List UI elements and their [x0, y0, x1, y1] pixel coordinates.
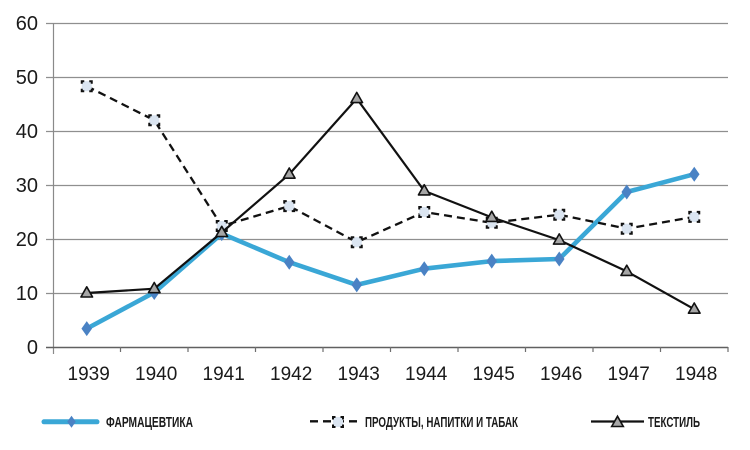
svg-text:20: 20 [16, 229, 38, 251]
svg-text:50: 50 [16, 67, 38, 89]
svg-text:40: 40 [16, 121, 38, 143]
svg-text:0: 0 [27, 337, 38, 359]
svg-text:30: 30 [16, 175, 38, 197]
svg-text:1941: 1941 [203, 364, 245, 385]
svg-text:1943: 1943 [338, 364, 380, 385]
svg-text:1948: 1948 [675, 364, 717, 385]
svg-text:1946: 1946 [540, 364, 582, 385]
svg-text:1945: 1945 [473, 364, 515, 385]
svg-text:1947: 1947 [608, 364, 650, 385]
svg-text:1940: 1940 [135, 364, 177, 385]
svg-text:ТЕКСТИЛЬ: ТЕКСТИЛЬ [648, 415, 700, 431]
svg-text:10: 10 [16, 283, 38, 305]
svg-text:1942: 1942 [270, 364, 312, 385]
svg-text:60: 60 [16, 13, 38, 35]
svg-text:ПРОДУКТЫ, НАПИТКИ И ТАБАК: ПРОДУКТЫ, НАПИТКИ И ТАБАК [365, 415, 518, 431]
svg-text:1939: 1939 [68, 364, 110, 385]
svg-text:1944: 1944 [405, 364, 448, 385]
svg-text:ФАРМАЦЕВТИКА: ФАРМАЦЕВТИКА [106, 415, 193, 431]
